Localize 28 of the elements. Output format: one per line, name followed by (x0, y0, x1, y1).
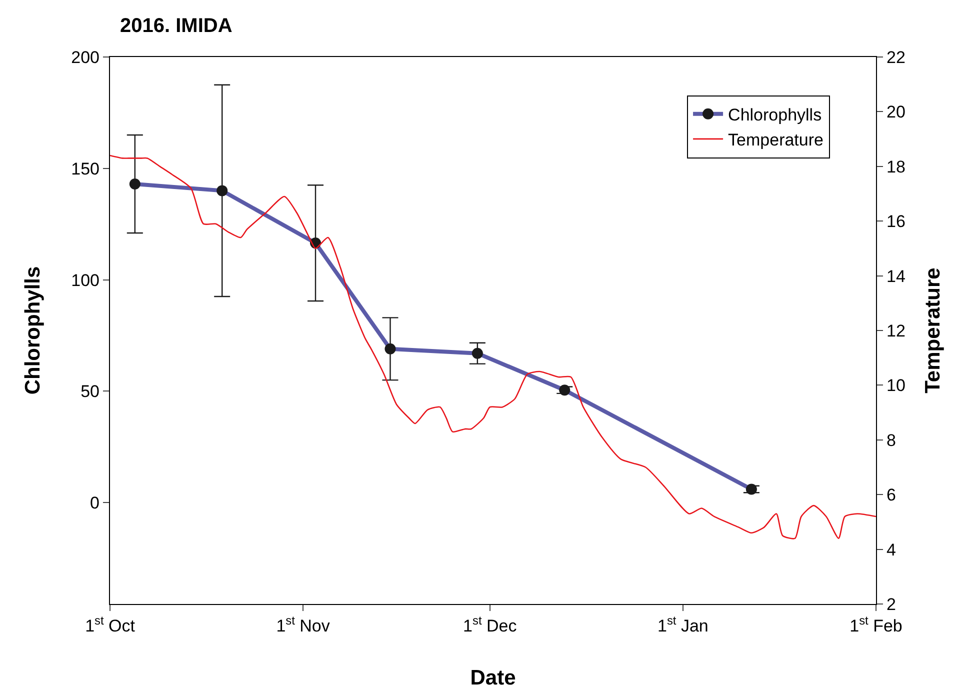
y-tick-label: 200 (71, 48, 100, 67)
x-tick-label: 1$^{st}$ Oct (85, 613, 136, 636)
x-axis-title: Date (470, 666, 516, 690)
line-series (110, 154, 876, 540)
chart-title: 2016. IMIDA (120, 15, 232, 37)
y2-axis-title: Temperature (922, 268, 945, 394)
y2-tick-label: 14 (886, 266, 906, 286)
y2-tick-label: 12 (886, 321, 906, 340)
x-tick-label: 1$^{st}$ Feb (850, 613, 902, 636)
x-tick-label: 1$^{st}$ Nov (276, 613, 330, 636)
y-tick-label: 150 (71, 159, 100, 178)
y2-tick-label: 16 (886, 212, 906, 232)
legend-label: Chlorophylls (728, 105, 822, 124)
y2-tick-label: 4 (886, 540, 896, 560)
y2-tick-label: 2 (886, 594, 896, 614)
y-tick-label: 100 (71, 270, 100, 290)
y2-tick-label: 20 (886, 102, 906, 122)
y-axis-title: Chlorophylls (21, 266, 44, 395)
x-tick-label: 1$^{st}$ Jan (658, 613, 708, 636)
y2-tick-label: 8 (886, 430, 896, 450)
y2-tick-label: 10 (886, 376, 906, 396)
y-tick-label: 0 (90, 494, 100, 513)
x-tick-label: 1$^{st}$ Dec (463, 613, 518, 636)
y2-tick-label: 22 (886, 48, 906, 67)
legend-label: Temperature (728, 130, 824, 150)
y-tick-label: 50 (80, 382, 100, 402)
y2-tick-label: 18 (886, 157, 906, 176)
y2-tick-label: 6 (886, 486, 896, 505)
